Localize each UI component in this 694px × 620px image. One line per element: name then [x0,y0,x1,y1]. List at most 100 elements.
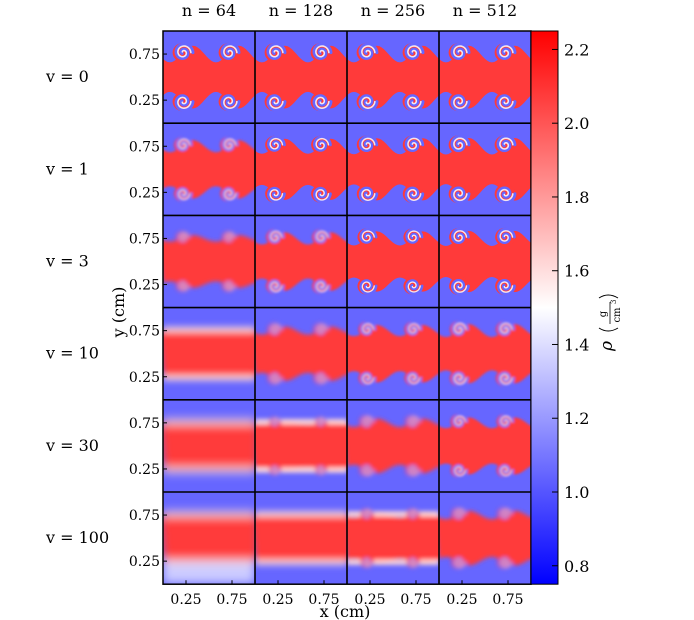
vortex-spiral [267,135,286,152]
row-labels: v = 0 v = 1 v = 3 v = 10 v = 30 v = 100 [45,67,109,547]
vortex-spiral [313,228,331,244]
vortex-spiral [360,321,377,336]
vortex-spiral-highlight [499,281,514,293]
vortex-spiral-highlight [454,415,466,426]
vortex-spiral [360,372,377,387]
vortex-spiral-highlight [362,323,375,334]
vortex-spiral [312,94,333,112]
vortex-spiral [404,42,425,60]
density-panel [163,307,255,400]
dense-band [163,140,255,199]
vortex-spiral-highlight [453,373,467,385]
y-tick-labels: 0.25 0.75 0.25 0.75 0.25 0.75 0.25 0.75 0.25 0.75… [129,47,167,570]
colorbar-tick-label: 2.0 [564,114,589,133]
vortex-spiral [358,94,379,112]
colorbar-gradient [530,30,559,585]
colorbar: 0.8 1.0 1.2 1.4 1.6 1.8 2.0 2.2 ρ g cm 3 [530,30,623,585]
density-panel [255,31,347,124]
vortex-spiral [266,94,287,112]
density-panel [163,399,255,492]
density-panel [163,492,255,585]
vortex-spiral-highlight [500,415,512,426]
vortex-spiral-highlight [500,466,512,476]
vortex-spiral [175,136,193,152]
dense-band [347,418,439,474]
vortex-spiral [174,42,195,60]
vortex-spiral [359,227,378,244]
vortex-spiral-highlight [453,188,468,202]
colorbar-paren-left [598,327,619,332]
vortex-spiral [221,136,239,152]
density-panel [439,492,531,585]
density-panel [163,215,255,308]
vortex-spiral [270,416,282,426]
dense-band [255,138,347,200]
density-panel [255,492,347,585]
density-panel [347,307,439,400]
dense-band [163,422,255,469]
vortex-spiral-highlight [408,416,420,426]
y-tick-label: 0.75 [129,508,160,524]
y-tick-label: 0.75 [129,324,160,340]
y-tick-label: 0.75 [129,47,160,63]
y-tick-label: 0.25 [129,278,160,294]
vortex-spiral-highlight [317,324,328,333]
vortex-spiral-highlight [499,322,513,334]
vortex-spiral-highlight [224,138,237,150]
vortex-spiral-highlight [315,96,330,109]
density-panel [347,399,439,492]
density-panel [255,307,347,400]
vortex-spiral-highlight [499,230,514,242]
vortex-spiral-highlight [178,189,191,200]
colorbar-tick-label: 1.2 [564,409,589,428]
colorbar-unit-numerator: g [598,310,609,317]
shear-layer-top [163,326,255,333]
density-panel [347,31,439,124]
vortex-spiral-highlight [269,137,284,150]
colorbar-paren-right [598,294,619,299]
vortex-spiral [313,186,332,204]
vortex-spiral-highlight [453,137,468,150]
vortex-spiral-highlight [499,373,513,385]
x-tick-labels: 0.25 0.75 0.25 0.75 0.25 0.75 0.25 0.75 [170,580,524,608]
colorbar-tick-label: 1.4 [564,335,589,354]
vortex-spiral-highlight [317,417,326,425]
vortex-spiral-highlight [362,466,374,476]
vortex-spiral-highlight [362,416,374,426]
vortex-spiral-highlight [363,559,373,567]
vortex-spiral [223,281,237,292]
y-tick-label: 0.25 [129,462,160,478]
density-panel [347,492,439,585]
y-tick-label: 0.25 [129,370,160,386]
vortex-spiral-highlight [223,96,238,109]
vortex-spiral [267,279,285,295]
vortex-spiral-highlight [453,322,467,334]
colorbar-tick-label: 0.8 [564,557,589,576]
vortex-spiral-highlight [407,96,422,109]
vortex-spiral [408,508,420,519]
dense-band [347,325,439,383]
vortex-spiral-highlight [363,509,373,518]
vortex-spiral [177,231,191,242]
vortex-spiral-highlight [409,509,419,518]
column-header: n = 256 [361,1,425,20]
vortex-spiral-highlight [453,45,468,58]
vortex-spiral-highlight [499,96,514,109]
vortex-spiral [405,279,424,296]
dense-band [439,324,531,384]
dense-band [163,515,255,562]
vortex-spiral-highlight [315,137,330,150]
vortex-spiral-highlight [223,45,238,58]
vortex-spiral-highlight [499,137,514,150]
vortex-spiral [451,371,469,387]
colorbar-unit-denominator: cm [612,307,623,323]
vortex-spiral [404,134,425,153]
y-tick-label: 0.25 [129,185,160,201]
diffused-region [163,563,255,584]
vortex-spiral-highlight [407,281,421,293]
vortex-spiral [313,135,332,152]
vortex-spiral [451,320,469,336]
vortex-spiral [404,94,425,112]
vortex-spiral [220,94,241,112]
